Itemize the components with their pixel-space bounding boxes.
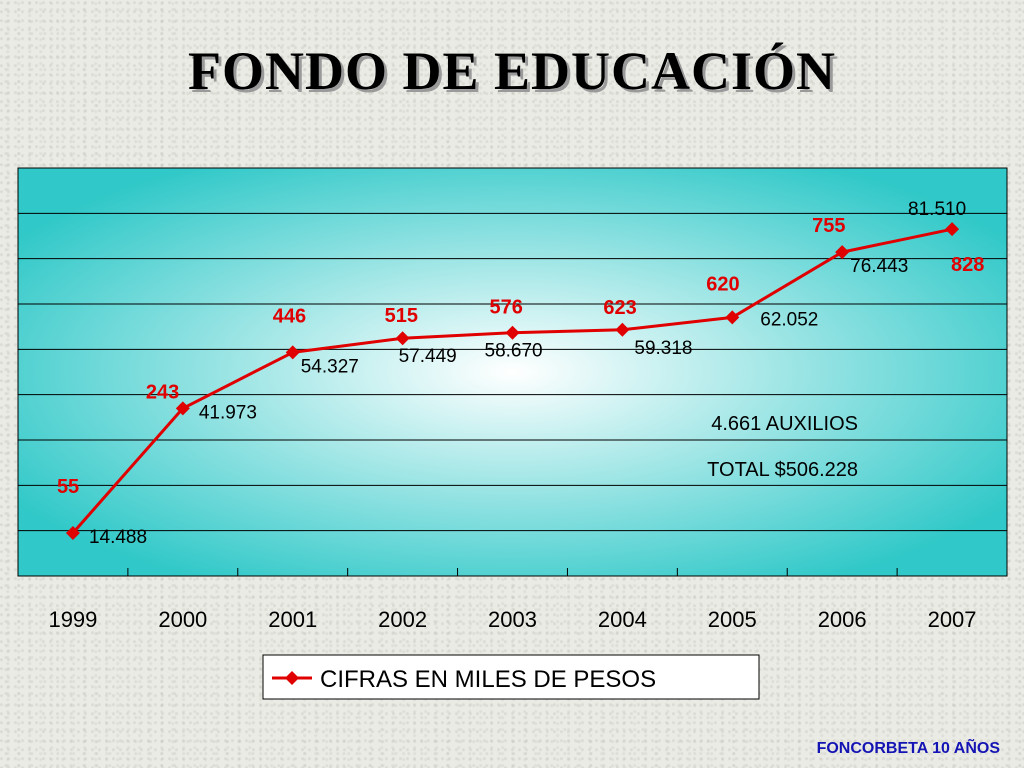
data-point-marker [175,401,190,416]
count-label: 576 [490,297,523,319]
value-label: 54.327 [301,356,359,377]
series-markers [65,222,960,540]
data-point-marker [505,325,520,340]
legend-box [262,654,760,700]
annotation-auxilios: 4.661 AUXILIOS [711,413,858,435]
data-point-marker [945,222,960,237]
data-point-marker [835,245,850,260]
count-label: 828 [951,254,984,276]
x-tick-label: 2005 [708,607,757,632]
plot-area [17,167,1008,577]
data-point-marker [285,345,300,360]
count-label: 446 [273,305,306,327]
data-labels: 14.488 41.973 54.327 57.449 58.670 59.318 62.0… [57,199,984,548]
value-label: 62.052 [760,309,818,330]
value-label: 59.318 [634,338,692,359]
count-label: 620 [706,273,739,295]
value-label: 76.443 [850,256,908,277]
value-label: 81.510 [908,199,966,220]
x-tick-label: 2007 [928,607,977,632]
data-point-marker [725,310,740,325]
x-axis-tick-labels: 1999 2000 2001 2002 2003 2004 2005 2006 2007 [48,607,976,632]
data-point-marker [65,525,80,540]
x-tick-label: 2001 [268,607,317,632]
count-label: 55 [57,476,79,498]
page-title: FONDO DE EDUCACIÓN [187,41,837,101]
legend-diamond-icon [285,671,299,685]
value-label: 41.973 [199,402,257,423]
annotation-total: TOTAL $506.228 [707,459,858,481]
x-tick-label: 1999 [48,607,97,632]
legend: CIFRAS EN MILES DE PESOS [262,654,760,700]
footer-text: FONCORBETA 10 AÑOS [816,740,1000,757]
legend-label: CIFRAS EN MILES DE PESOS [320,666,656,693]
x-tick-label: 2002 [378,607,427,632]
value-label: 14.488 [89,527,147,548]
x-tick-label: 2000 [158,607,207,632]
value-label: 57.449 [399,346,457,367]
count-label: 755 [812,215,845,237]
count-label: 243 [146,381,179,403]
count-label: 623 [603,297,636,319]
x-axis [127,568,898,576]
count-label: 515 [385,305,418,327]
gridlines [18,212,1007,532]
data-point-marker [395,331,410,346]
x-tick-label: 2006 [818,607,867,632]
data-point-marker [615,322,630,337]
x-tick-label: 2003 [488,607,537,632]
x-tick-label: 2004 [598,607,647,632]
value-label: 58.670 [485,341,543,362]
